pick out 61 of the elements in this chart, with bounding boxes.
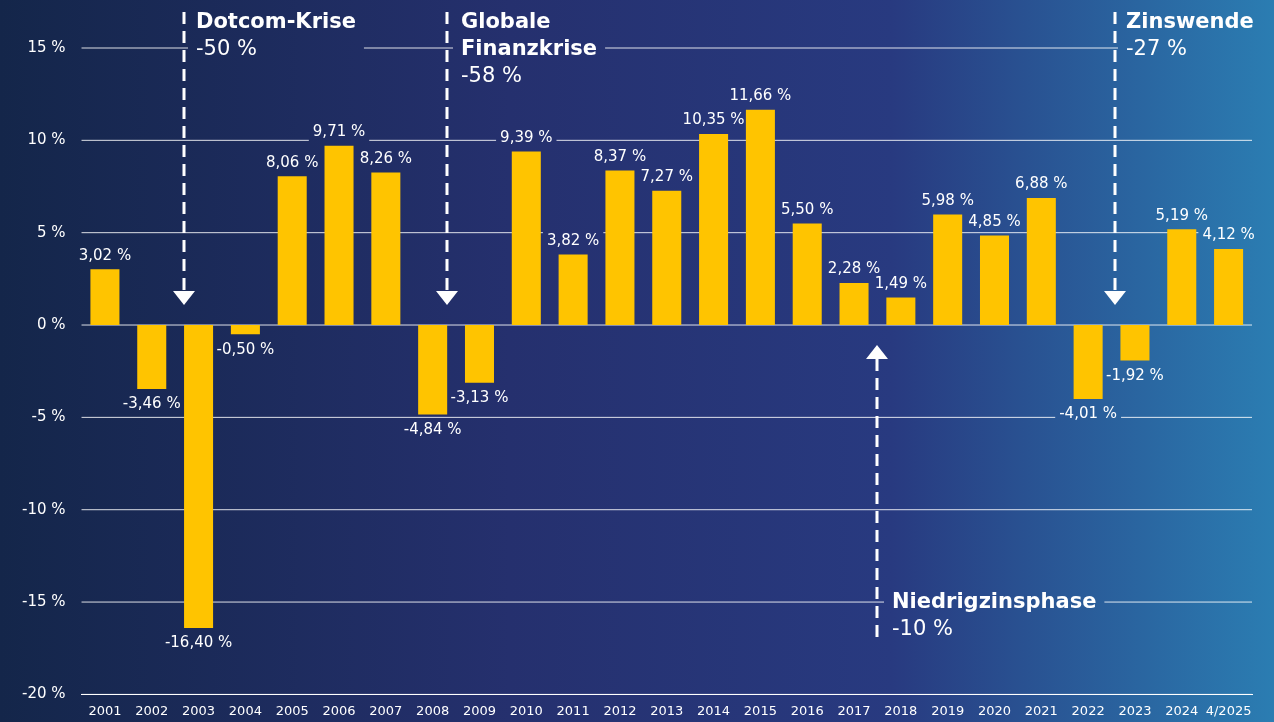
data-label: 8,26 %: [359, 148, 413, 167]
data-label: 7,27 %: [640, 167, 693, 186]
x-tick-label: 2018: [884, 702, 918, 718]
x-tick-label: 2001: [88, 702, 122, 718]
data-label: 3,02 %: [78, 245, 132, 264]
x-tick-label: 2003: [182, 702, 216, 718]
data-label: 1,49 %: [874, 273, 928, 292]
data-label: -4,01 %: [1059, 404, 1118, 423]
x-tick-label: 2023: [1118, 702, 1152, 718]
data-label: -0,50 %: [216, 339, 275, 358]
x-tick-label: 2013: [650, 702, 684, 718]
y-tick-label: -20 %: [21, 684, 66, 703]
data-label: 4,85 %: [968, 211, 1021, 230]
data-label: 9,71 %: [312, 122, 366, 141]
x-tick-label: 2010: [509, 702, 543, 718]
data-label: 9,39 %: [500, 128, 553, 146]
annotation: Globale Finanzkrise -58 %: [461, 9, 598, 87]
y-tick-label: 10 %: [27, 130, 66, 149]
x-tick-label: 2012: [603, 702, 637, 718]
y-tick-label: 15 %: [27, 37, 66, 56]
x-tick-label: 2007: [369, 702, 403, 718]
x-tick-label: 2011: [556, 702, 590, 718]
y-tick-label: -15 %: [21, 591, 66, 610]
x-tick-label: 2015: [743, 702, 777, 718]
data-label: -3,13 %: [450, 388, 509, 407]
x-tick-label: 2021: [1024, 702, 1058, 718]
data-label: 5,50 %: [781, 199, 834, 218]
data-label: -16,40 %: [164, 633, 233, 652]
data-label: 8,06 %: [266, 152, 319, 171]
x-tick-label: 4/2025: [1205, 702, 1252, 718]
annotation: Zinswende -27 %: [1126, 9, 1254, 60]
x-tick-label: 2019: [931, 702, 965, 718]
y-tick-label: 5 %: [36, 222, 66, 241]
x-tick-label: 2014: [697, 702, 731, 718]
y-tick-label: -10 %: [21, 499, 66, 518]
data-label: 8,37 %: [593, 146, 647, 165]
x-tick-label: 2004: [228, 702, 262, 718]
x-tick-label: 2016: [790, 702, 824, 718]
data-label: 5,19 %: [1155, 205, 1208, 224]
data-label: 11,66 %: [729, 86, 792, 105]
data-label: -1,92 %: [1106, 365, 1164, 384]
data-label: -4,84 %: [403, 419, 462, 438]
x-tick-label: 2024: [1165, 702, 1199, 718]
x-tick-label: 2020: [977, 702, 1012, 718]
x-tick-label: 2009: [462, 702, 497, 718]
data-label: 5,98 %: [921, 190, 974, 209]
y-tick-label: -5 %: [31, 407, 66, 426]
x-tick-label: 2022: [1071, 702, 1105, 718]
x-tick-label: 2008: [416, 702, 450, 718]
x-tick-label: 2002: [135, 702, 169, 718]
x-tick-label: 2006: [322, 702, 356, 718]
data-label: 3,82 %: [546, 230, 600, 249]
x-tick-label: 2005: [275, 702, 309, 718]
x-tick-label: 2017: [837, 702, 871, 718]
data-label: 6,88 %: [1015, 174, 1068, 193]
y-tick-label: 0 %: [36, 314, 66, 333]
annotation: Niedrigzinsphase -10 %: [892, 589, 1097, 640]
data-label: 4,12 %: [1202, 225, 1255, 244]
annotation: Dotcom-Krise -50 %: [196, 9, 356, 60]
data-label: 10,35 %: [682, 110, 745, 129]
data-label: -3,46 %: [122, 394, 181, 413]
